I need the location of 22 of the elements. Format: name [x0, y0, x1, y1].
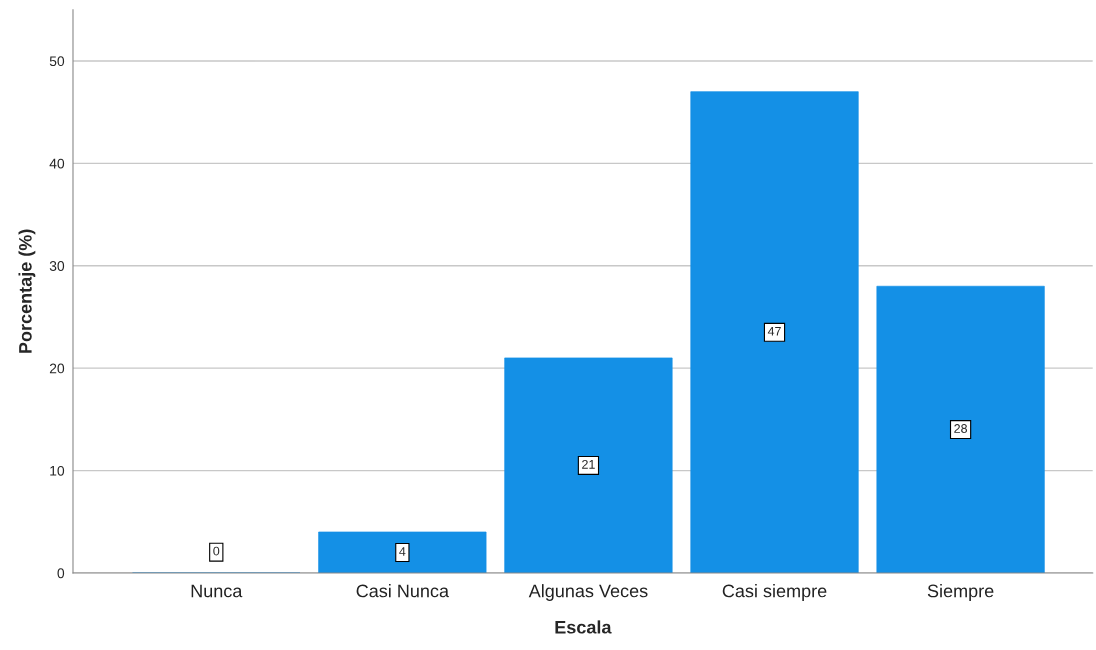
x-tick-label: Casi siempre: [722, 584, 827, 601]
y-tick-label: 50: [49, 56, 65, 67]
y-tick-label: 30: [49, 261, 65, 271]
x-tick-label: Casi Nunca: [356, 584, 450, 598]
y-tick-label: 10: [50, 465, 65, 476]
x-tick-label: Nunca: [191, 584, 243, 598]
bar: [318, 531, 487, 573]
data-label: 21: [582, 459, 595, 469]
bar: [690, 91, 859, 573]
bar: [876, 285, 1045, 573]
y-tick-label: 0: [57, 568, 65, 579]
data-label: 4: [399, 547, 406, 556]
y-axis-title: Porcentaje (%): [18, 229, 36, 353]
data-label: 28: [954, 424, 967, 433]
data-label: 47: [767, 326, 781, 336]
data-label: 0: [213, 546, 220, 556]
x-tick-label: Algunas Veces: [528, 584, 648, 601]
x-axis-title: Escala: [555, 620, 612, 634]
y-tick-label: 40: [49, 158, 65, 169]
bar: [504, 357, 673, 573]
y-tick-label: 20: [49, 363, 65, 374]
x-tick-label: Siempre: [927, 584, 994, 601]
